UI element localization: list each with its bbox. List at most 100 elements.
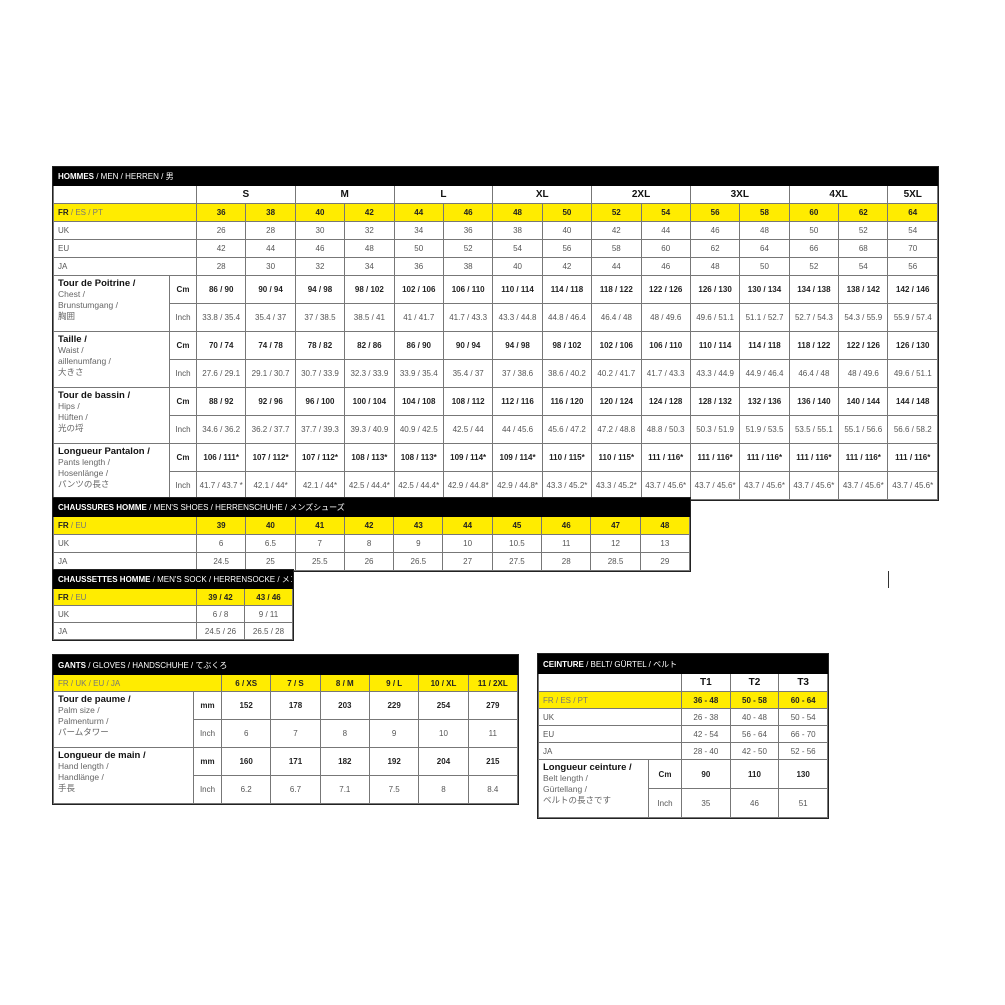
measure-name: Brunstumgang / — [58, 300, 119, 310]
fr-size-cell: 42 — [343, 516, 395, 535]
measure-inch-cell: 32.3 / 33.9 — [344, 359, 395, 388]
size-cell: 30 — [294, 221, 346, 240]
measure-cm-cell: 160 — [220, 747, 272, 776]
table-row-uk: UK 6 6.5 7 8 9 10 10.5 11 12 13 — [53, 534, 691, 553]
measure-name: Tour de bassin / — [58, 390, 131, 401]
size-cell: 29 — [639, 552, 691, 571]
fr-label-rest: FR / ES / PT — [543, 695, 588, 705]
size-cell: 64 — [739, 239, 790, 258]
measure-cm-cell: 110 / 115* — [541, 443, 593, 472]
measure-inch-cell: 6.2 — [220, 775, 272, 804]
fr-label-bold: FR — [58, 521, 69, 530]
row-label: UK — [538, 708, 682, 726]
measure-name: 胸囲 — [58, 311, 76, 321]
measure-inch-cell: 43.7 / 45.6* — [887, 471, 938, 500]
measure-inch-cell: 46 — [729, 788, 780, 818]
measure-inch-cell: 30.7 / 33.9 — [294, 359, 346, 388]
unit-cm-label: Cm — [169, 275, 197, 304]
fr-size-cell: 11 / 2XL — [467, 674, 519, 692]
size-cell: 38 — [442, 257, 494, 276]
measure-row-inch: Inch 35 46 51 — [539, 788, 828, 818]
measure-cm-cell: 130 — [778, 759, 828, 789]
measure-row-inch: Inch 6.2 6.7 7.1 7.5 8 8.4 — [54, 775, 519, 804]
measure-cm-cell: 107 / 112* — [245, 443, 296, 472]
measure-cm-cell: 111 / 116* — [838, 443, 889, 472]
measure-row-cm: Longueur de main / Hand length / Handlänge… — [53, 747, 519, 804]
measure-inch-cell: 7.1 — [319, 775, 370, 804]
measure-cm-cell: 142 / 146 — [887, 275, 938, 304]
size-label: M — [294, 185, 395, 204]
measure-label: Tour de paume / Palm size / Palmenturm / パー… — [53, 691, 194, 748]
shoes-size-table: CHAUSSURES HOMME / MEN'S SHOES / HERRENS… — [52, 497, 691, 572]
measure-cm-cell: 111 / 116* — [739, 443, 790, 472]
size-label: S — [196, 185, 296, 204]
size-cell: 50 - 54 — [778, 708, 828, 726]
row-label: EU — [53, 239, 197, 258]
size-cell: 34 — [393, 221, 444, 240]
size-cell: 27 — [442, 552, 493, 571]
size-cell: 46 — [640, 257, 691, 276]
size-cell: 54 — [492, 239, 543, 258]
measure-label: Longueur ceinture / Belt length / Gürtella… — [538, 759, 649, 818]
measure-inch-cell: 47.2 / 48.8 — [591, 415, 642, 444]
size-cell: 10.5 — [491, 534, 543, 553]
measure-cm-cell: 204 — [418, 747, 469, 776]
title-bold: CEINTURE — [543, 659, 584, 669]
size-cell: 9 — [393, 534, 444, 553]
measure-inch-cell: 11 — [467, 719, 519, 748]
measure-inch-cell: 44.8 / 46.4 — [541, 303, 593, 332]
measure-inch-cell: 56.6 / 58.2 — [887, 415, 938, 444]
fr-size-cell: 56 — [689, 203, 741, 222]
row-label: UK — [53, 221, 197, 240]
measure-cm-cell: 88 / 92 — [195, 387, 247, 416]
size-cell: 30 — [245, 257, 296, 276]
measure-cm-cell: 98 / 102 — [344, 275, 395, 304]
size-cell: 6 — [195, 534, 247, 553]
fr-label: FR / ES / PT — [53, 203, 197, 222]
size-cell: 56 - 64 — [729, 725, 780, 743]
fr-size-cell: 40 — [294, 203, 346, 222]
fr-size-cell: 50 - 58 — [729, 691, 780, 709]
fr-size-cell: 41 — [294, 516, 345, 535]
measure-name: aillenumfang / — [58, 356, 111, 366]
title-rest: / MEN'S SHOES / HERRENSCHUHE / メンズシューズ — [146, 503, 345, 512]
measure-inch-cell: 40.9 / 42.5 — [393, 415, 444, 444]
measure-name: パンツの長さ — [58, 479, 110, 489]
measure-inch-cell: 10 — [418, 719, 469, 748]
measure-name: Pants length / — [58, 457, 110, 467]
size-label: 3XL — [689, 185, 790, 204]
row-label: JA — [53, 552, 197, 571]
size-cell: 27.5 — [491, 552, 543, 571]
measure-cm-cell: 128 / 132 — [689, 387, 741, 416]
size-cell: 38 — [492, 221, 543, 240]
measure-inch-cell: 8 — [319, 719, 370, 748]
fr-label-rest: / EU — [68, 592, 87, 602]
measure-cm-cell: 70 / 74 — [195, 331, 247, 360]
measure-cm-cell: 178 — [270, 691, 321, 720]
measure-cm-cell: 111 / 116* — [788, 443, 840, 472]
table-title: CHAUSSETTES HOMME / MEN'S SOCK / HERRENS… — [53, 570, 293, 589]
measure-name: Longueur ceinture / — [543, 762, 632, 773]
table-title: CEINTURE / BELT/ GÜRTEL / ベルト — [538, 654, 828, 674]
fr-size-cell: 7 / S — [270, 674, 321, 692]
size-cell: 52 — [442, 239, 494, 258]
measure-inch-cell: 48.8 / 50.3 — [640, 415, 691, 444]
measure-cm-cell: 92 / 96 — [245, 387, 296, 416]
size-cell: 42 - 54 — [681, 725, 731, 743]
fr-size-cell: 48 — [639, 516, 691, 535]
measure-cm-cell: 106 / 110 — [442, 275, 494, 304]
measure-inch-cell: 33.9 / 35.4 — [393, 359, 444, 388]
measure-label: Longueur Pantalon / Pants length / Hosenlä… — [53, 443, 170, 500]
measure-cm-cell: 114 / 118 — [739, 331, 790, 360]
measure-row-cm: Tour de Poitrine / Chest / Brunstumgang / 胸… — [53, 275, 938, 332]
measure-cm-cell: 134 / 138 — [788, 275, 840, 304]
measure-label: Tour de Poitrine / Chest / Brunstumgang / 胸… — [53, 275, 170, 332]
measure-cm-cell: 110 / 114 — [689, 331, 741, 360]
measure-cm-cell: 203 — [319, 691, 370, 720]
measure-cm-cell: 192 — [368, 747, 420, 776]
measure-inch-cell: 44 / 45.6 — [492, 415, 543, 444]
measure-cm-cell: 100 / 104 — [344, 387, 395, 416]
fr-size-cell: 46 — [442, 203, 494, 222]
row-label: JA — [53, 622, 197, 640]
size-cell: 36 — [442, 221, 494, 240]
